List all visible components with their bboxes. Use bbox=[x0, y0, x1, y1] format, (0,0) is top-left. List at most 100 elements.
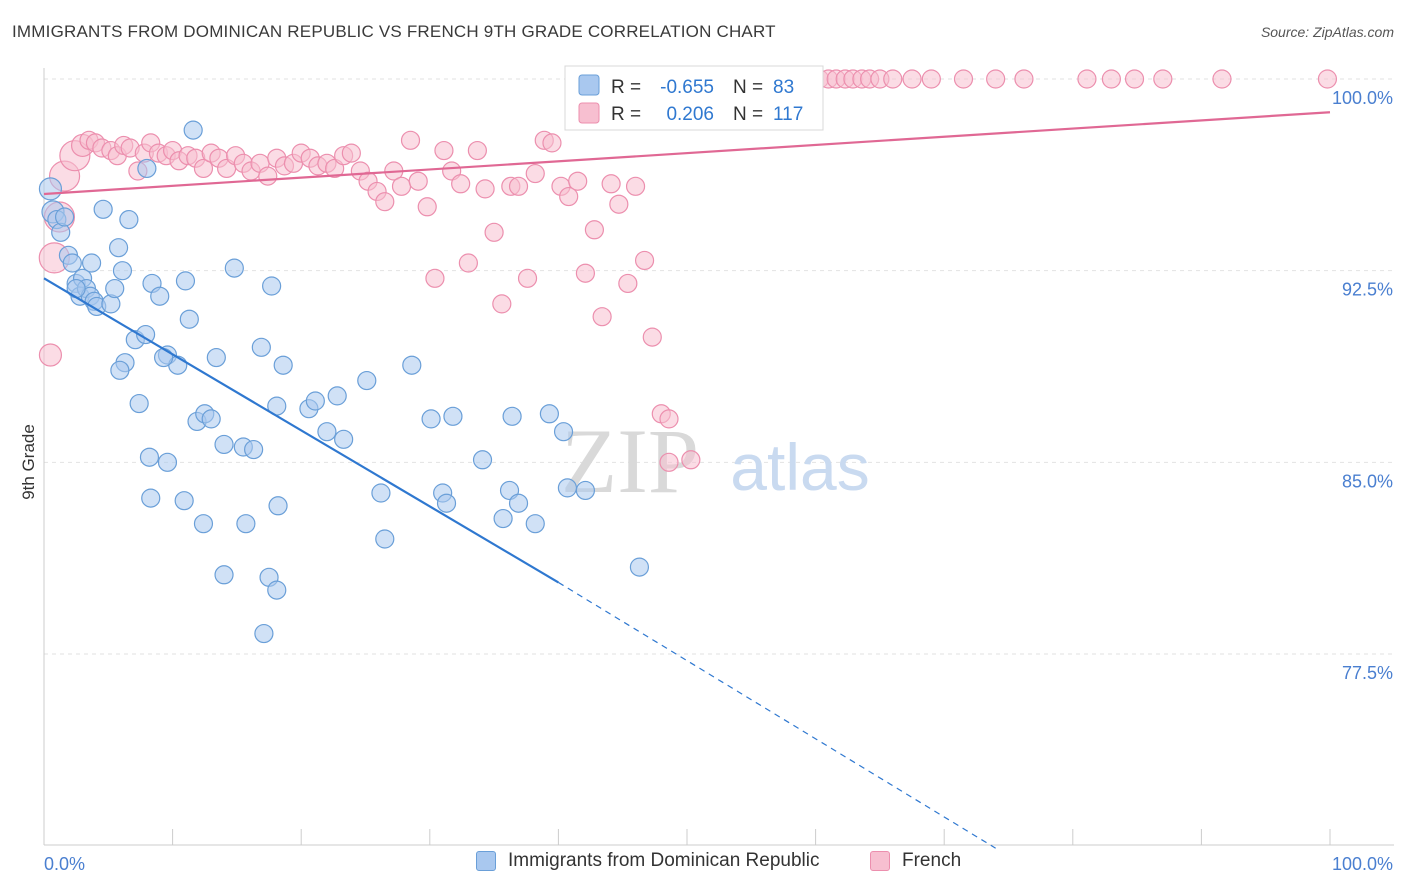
dominican-point-19 bbox=[112, 261, 133, 281]
dominican-point-43 bbox=[305, 391, 325, 411]
french-point-73 bbox=[618, 273, 638, 294]
dominican-point-54 bbox=[443, 406, 463, 426]
stats-r-label-2: R = bbox=[611, 104, 641, 125]
dominican-point-64 bbox=[575, 480, 596, 501]
french-point-106 bbox=[921, 69, 941, 89]
legend-item-dominican: Immigrants from Dominican Republic bbox=[476, 850, 820, 872]
dominican-point-67 bbox=[183, 120, 203, 140]
french-point-62 bbox=[525, 163, 545, 184]
dominican-point-55 bbox=[472, 450, 493, 470]
stats-r-value-2: 0.206 bbox=[666, 104, 714, 125]
dominican-point-59 bbox=[508, 493, 529, 513]
dominican-point-66 bbox=[137, 158, 157, 179]
dominican-point-48 bbox=[371, 483, 391, 503]
dominican-trend-extension bbox=[558, 581, 996, 849]
watermark: ZIP atlas bbox=[561, 410, 870, 512]
french-point-47 bbox=[400, 130, 421, 150]
french-point-115 bbox=[1317, 69, 1338, 89]
trend-lines bbox=[43, 111, 1331, 849]
dominican-point-53 bbox=[436, 493, 457, 513]
french-point-60 bbox=[508, 176, 529, 196]
dominican-point-36 bbox=[244, 439, 264, 460]
dominican-point-28 bbox=[179, 309, 199, 329]
dominican-point-82 bbox=[135, 324, 156, 345]
french-point-70 bbox=[592, 307, 612, 327]
french-point-22 bbox=[193, 158, 214, 179]
dominican-point-77 bbox=[129, 393, 149, 414]
french-point-109 bbox=[1014, 69, 1034, 89]
french-point-64 bbox=[542, 133, 562, 153]
french-point-0 bbox=[38, 343, 63, 367]
y-tick-label-2: 85.0% bbox=[1342, 471, 1393, 491]
dominican-point-62 bbox=[553, 422, 574, 442]
french-point-40 bbox=[341, 143, 361, 163]
dominican-point-44 bbox=[317, 422, 337, 442]
axes bbox=[43, 68, 1394, 846]
x-tick-label-1: 100.0% bbox=[1332, 854, 1393, 874]
french-point-67 bbox=[568, 171, 588, 191]
dominican-point-65 bbox=[629, 557, 650, 577]
dominican-point-68 bbox=[139, 447, 160, 467]
legend-item-french: French bbox=[870, 850, 961, 872]
french-point-50 bbox=[425, 268, 445, 288]
french-point-105 bbox=[902, 69, 922, 89]
french-point-74 bbox=[625, 176, 646, 196]
french-point-57 bbox=[484, 222, 504, 242]
french-point-114 bbox=[1212, 69, 1232, 89]
french-point-117 bbox=[681, 450, 701, 470]
dominican-point-40 bbox=[273, 355, 293, 375]
dominican-point-46 bbox=[334, 429, 354, 449]
stats-n-value-2: 117 bbox=[773, 104, 803, 125]
french-point-46 bbox=[391, 176, 412, 196]
y-tick-label-3: 77.5% bbox=[1342, 663, 1393, 683]
dominican-point-17 bbox=[105, 278, 125, 299]
french-point-110 bbox=[1077, 69, 1097, 89]
french-point-49 bbox=[417, 197, 437, 217]
french-point-104 bbox=[883, 69, 903, 89]
stats-box: R = -0.655 N = 83 R = 0.206 N = 117 bbox=[564, 65, 824, 131]
stats-n-value-1: 83 bbox=[773, 77, 794, 98]
dominican-point-45 bbox=[327, 386, 347, 406]
dominican-point-80 bbox=[153, 347, 174, 368]
french-point-78 bbox=[659, 409, 679, 429]
dominican-point-79 bbox=[110, 360, 130, 380]
french-point-113 bbox=[1153, 69, 1173, 89]
french-point-71 bbox=[601, 174, 621, 194]
french-point-55 bbox=[467, 140, 487, 161]
x-tick-label-0: 0.0% bbox=[44, 854, 85, 874]
y-tick-label-1: 92.5% bbox=[1342, 280, 1393, 300]
legend-label-dominican: Immigrants from Dominican Republic bbox=[508, 850, 820, 871]
y-axis-label: 9th Grade bbox=[19, 424, 38, 500]
dominican-point-61 bbox=[539, 404, 559, 424]
french-point-58 bbox=[492, 294, 512, 314]
french-point-56 bbox=[475, 179, 495, 199]
dominican-points bbox=[38, 120, 650, 644]
dominican-point-71 bbox=[193, 514, 214, 534]
french-point-108 bbox=[986, 69, 1006, 89]
dominican-point-31 bbox=[201, 409, 221, 429]
legend-swatch-blue bbox=[476, 851, 496, 871]
stats-r-value-1: -0.655 bbox=[660, 77, 714, 98]
stats-n-label-2: N = bbox=[733, 104, 763, 125]
legend-label-french: French bbox=[902, 850, 962, 871]
french-point-66 bbox=[559, 186, 579, 207]
dominican-point-14 bbox=[81, 253, 102, 273]
source-label: Source: ZipAtlas.com bbox=[1260, 24, 1394, 40]
y-tick-label-0: 100.0% bbox=[1332, 88, 1393, 108]
french-point-68 bbox=[575, 263, 596, 283]
dominican-point-69 bbox=[157, 452, 178, 472]
dominican-point-24 bbox=[150, 286, 170, 306]
dominican-point-60 bbox=[525, 514, 545, 534]
stats-blue-swatch bbox=[578, 74, 600, 96]
watermark-atlas: atlas bbox=[730, 430, 869, 504]
french-trend-line bbox=[43, 111, 1331, 196]
french-point-30 bbox=[258, 166, 278, 186]
dominican-point-37 bbox=[251, 337, 271, 357]
dominican-point-72 bbox=[214, 565, 234, 585]
dominican-point-0 bbox=[38, 177, 63, 201]
dominican-point-78 bbox=[141, 488, 161, 508]
french-point-72 bbox=[609, 194, 629, 214]
dominican-point-47 bbox=[357, 370, 377, 391]
dominican-point-75 bbox=[267, 580, 287, 600]
dominican-point-20 bbox=[119, 209, 139, 230]
